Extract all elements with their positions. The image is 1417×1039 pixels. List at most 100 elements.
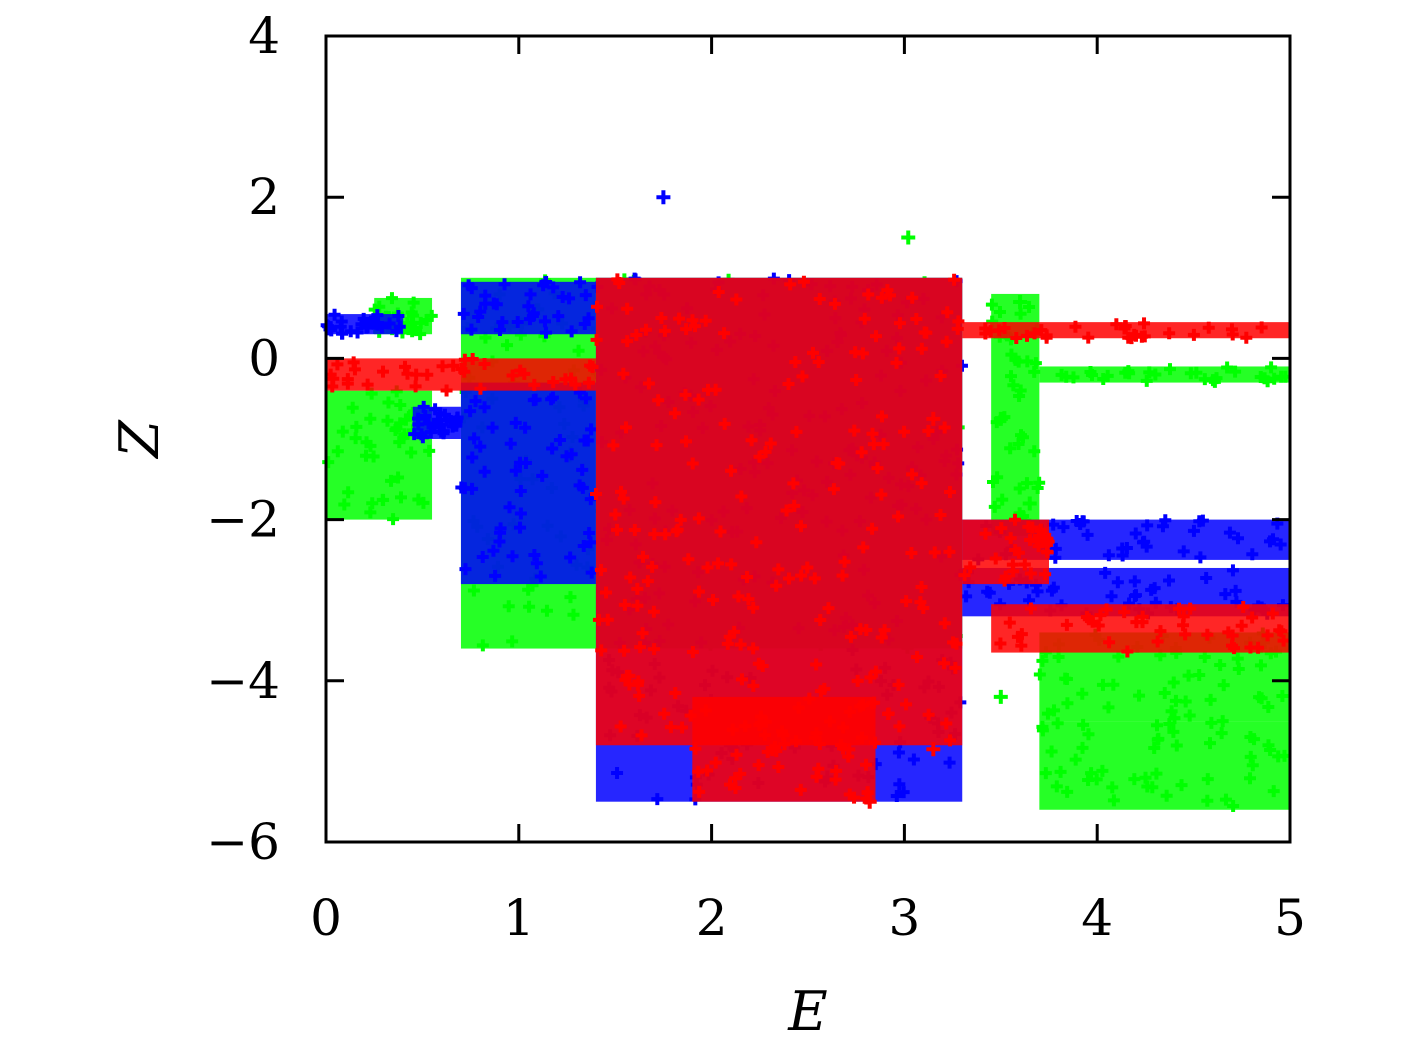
- data-point: [1273, 624, 1286, 637]
- data-point: [469, 395, 482, 408]
- data-point: [639, 323, 652, 336]
- data-point: [393, 436, 406, 449]
- data-point: [943, 486, 956, 499]
- data-point: [405, 446, 418, 459]
- data-point: [414, 328, 427, 341]
- data-point: [848, 424, 861, 437]
- data-point: [537, 279, 550, 292]
- data-point: [536, 469, 549, 482]
- data-point: [459, 563, 472, 576]
- data-point: [673, 312, 686, 325]
- data-point: [502, 600, 515, 613]
- data-point: [906, 468, 919, 481]
- data-point: [1086, 615, 1099, 628]
- data-point: [764, 437, 777, 450]
- data-point: [1069, 320, 1082, 333]
- data-point: [528, 549, 541, 562]
- data-point: [1105, 590, 1118, 603]
- data-point: [1221, 361, 1234, 374]
- data-point: [1110, 318, 1123, 331]
- data-point: [634, 641, 647, 654]
- data-point: [447, 359, 460, 372]
- y-tick-label: −2: [206, 491, 280, 549]
- data-point: [911, 650, 924, 663]
- data-point: [718, 417, 731, 430]
- data-point: [739, 720, 752, 733]
- data-point: [938, 657, 951, 670]
- data-point: [979, 527, 992, 540]
- data-point: [1235, 619, 1248, 632]
- data-point: [810, 658, 823, 671]
- data-point: [611, 766, 624, 779]
- data-point: [938, 421, 951, 434]
- data-point: [377, 494, 390, 507]
- data-point: [509, 464, 522, 477]
- data-point: [486, 421, 499, 434]
- data-point: [905, 546, 918, 559]
- data-point: [428, 421, 441, 434]
- data-point: [689, 742, 702, 755]
- data-point: [1214, 659, 1227, 672]
- data-point: [1049, 542, 1062, 555]
- data-point: [641, 575, 654, 588]
- data-point: [611, 523, 624, 536]
- data-point: [907, 753, 920, 766]
- data-point: [993, 306, 1006, 319]
- data-point: [624, 571, 637, 584]
- data-point: [1015, 628, 1028, 641]
- data-point: [506, 635, 519, 648]
- data-point: [1024, 567, 1037, 580]
- data-point: [600, 586, 612, 599]
- data-point: [699, 704, 712, 717]
- data-point: [934, 509, 947, 522]
- data-point: [364, 506, 377, 519]
- data-point: [1051, 717, 1064, 730]
- data-point: [797, 275, 810, 288]
- data-point: [868, 696, 881, 709]
- data-point: [851, 674, 864, 687]
- data-point: [1177, 619, 1190, 632]
- data-point: [1012, 437, 1025, 450]
- data-point: [732, 590, 745, 603]
- data-point: [1009, 544, 1022, 557]
- x-tick-label: 0: [310, 889, 342, 947]
- data-point: [1253, 691, 1266, 704]
- data-point: [583, 526, 596, 539]
- data-point: [728, 625, 741, 638]
- data-point: [436, 360, 449, 373]
- data-point: [1014, 384, 1027, 397]
- data-point: [591, 300, 604, 313]
- data-point: [1151, 635, 1164, 648]
- data-point: [494, 522, 507, 535]
- data-point: [425, 309, 438, 322]
- data-point: [701, 383, 714, 396]
- data-point: [1226, 564, 1239, 577]
- data-point: [941, 306, 954, 319]
- data-point: [734, 767, 747, 780]
- data-point: [782, 378, 795, 391]
- data-point: [458, 482, 471, 495]
- data-point: [1163, 717, 1176, 730]
- data-point: [1140, 374, 1153, 387]
- data-point: [689, 320, 702, 333]
- outlier-point: [656, 190, 671, 205]
- data-point: [796, 370, 809, 383]
- data-point: [870, 330, 883, 343]
- data-point: [621, 335, 634, 348]
- data-point: [514, 485, 527, 498]
- data-point: [438, 408, 451, 421]
- data-point: [489, 569, 502, 582]
- data-point: [1156, 520, 1169, 533]
- data-point: [579, 392, 592, 405]
- data-point: [1081, 528, 1094, 541]
- data-point: [1047, 581, 1060, 594]
- data-point: [1229, 584, 1242, 597]
- data-point: [394, 491, 407, 504]
- data-point: [474, 382, 487, 395]
- data-point: [1277, 634, 1290, 647]
- data-point: [511, 316, 524, 329]
- data-point: [714, 525, 727, 538]
- data-point: [476, 551, 489, 564]
- data-point: [579, 289, 592, 302]
- data-point: [814, 613, 827, 626]
